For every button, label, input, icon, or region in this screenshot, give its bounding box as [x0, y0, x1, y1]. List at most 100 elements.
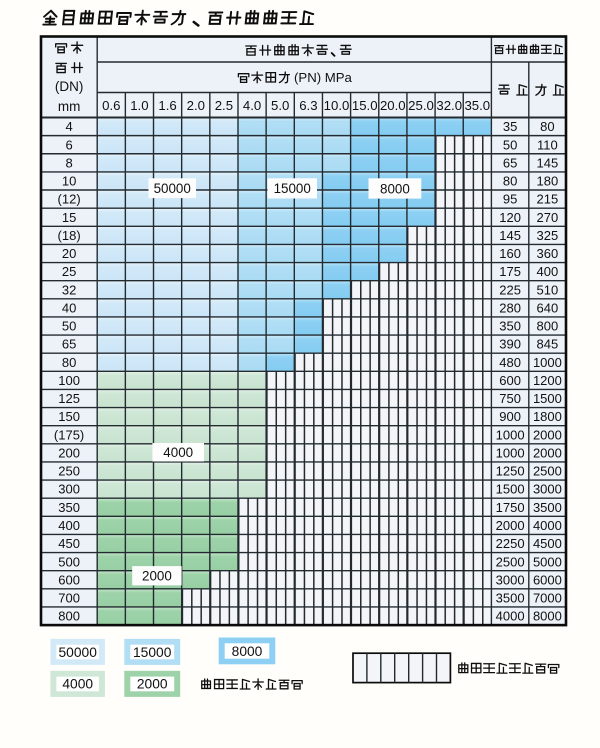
- svg-text:7000: 7000: [533, 591, 562, 606]
- svg-text:50: 50: [503, 137, 517, 152]
- svg-text:80: 80: [540, 119, 554, 134]
- svg-text:2.0: 2.0: [187, 98, 205, 113]
- svg-text:500: 500: [58, 554, 80, 569]
- svg-text:80: 80: [503, 174, 517, 189]
- svg-text:15.0: 15.0: [352, 98, 378, 113]
- svg-text:145: 145: [499, 228, 521, 243]
- svg-text:6: 6: [65, 137, 72, 152]
- svg-text:20.0: 20.0: [380, 98, 406, 113]
- svg-text:800: 800: [537, 319, 559, 334]
- svg-text:3000: 3000: [496, 572, 525, 587]
- svg-text:(PN) MPa: (PN) MPa: [294, 70, 353, 85]
- svg-text:15000: 15000: [274, 181, 311, 196]
- svg-text:8000: 8000: [380, 181, 410, 196]
- svg-text:15000: 15000: [133, 645, 172, 660]
- svg-text:390: 390: [499, 337, 521, 352]
- svg-text:600: 600: [499, 373, 521, 388]
- svg-text:4000: 4000: [163, 445, 193, 460]
- svg-text:3000: 3000: [533, 482, 562, 497]
- svg-text:4000: 4000: [533, 518, 562, 533]
- svg-text:200: 200: [58, 446, 80, 461]
- svg-text:8: 8: [65, 155, 72, 170]
- svg-text:900: 900: [499, 409, 521, 424]
- svg-text:4.0: 4.0: [243, 98, 261, 113]
- svg-text:4000: 4000: [496, 609, 525, 624]
- svg-text:2250: 2250: [496, 536, 525, 551]
- svg-text:4: 4: [65, 119, 72, 134]
- svg-text:160: 160: [499, 246, 521, 261]
- svg-text:10: 10: [62, 174, 76, 189]
- svg-text:100: 100: [58, 373, 80, 388]
- svg-text:1500: 1500: [496, 482, 525, 497]
- svg-text:80: 80: [62, 355, 76, 370]
- svg-text:6.3: 6.3: [299, 98, 317, 113]
- svg-text:2.5: 2.5: [215, 98, 233, 113]
- svg-text:1000: 1000: [496, 446, 525, 461]
- svg-text:32.0: 32.0: [436, 98, 462, 113]
- svg-text:25.0: 25.0: [408, 98, 434, 113]
- svg-text:40: 40: [62, 301, 76, 316]
- svg-text:1000: 1000: [533, 355, 562, 370]
- svg-text:325: 325: [537, 228, 559, 243]
- svg-text:3500: 3500: [496, 591, 525, 606]
- svg-text:5.0: 5.0: [271, 98, 289, 113]
- svg-text:225: 225: [499, 282, 521, 297]
- svg-text:175: 175: [499, 264, 521, 279]
- svg-text:25: 25: [62, 264, 76, 279]
- svg-text:360: 360: [537, 246, 559, 261]
- svg-text:(18): (18): [58, 228, 81, 243]
- svg-text:350: 350: [58, 500, 80, 515]
- svg-text:150: 150: [58, 409, 80, 424]
- svg-text:270: 270: [537, 210, 559, 225]
- svg-text:280: 280: [499, 301, 521, 316]
- svg-text:180: 180: [537, 174, 559, 189]
- svg-text:215: 215: [537, 192, 559, 207]
- svg-text:4000: 4000: [62, 677, 93, 692]
- svg-text:50000: 50000: [59, 645, 98, 660]
- svg-text:65: 65: [62, 337, 76, 352]
- svg-text:510: 510: [537, 282, 559, 297]
- svg-text:8000: 8000: [232, 644, 263, 659]
- svg-text:2000: 2000: [496, 518, 525, 533]
- svg-text:2000: 2000: [137, 677, 168, 692]
- svg-text:5000: 5000: [533, 554, 562, 569]
- svg-text:845: 845: [537, 337, 559, 352]
- svg-text:0.6: 0.6: [102, 98, 120, 113]
- svg-text:3500: 3500: [533, 500, 562, 515]
- svg-text:32: 32: [62, 282, 76, 297]
- svg-text:300: 300: [58, 482, 80, 497]
- svg-text:1250: 1250: [496, 464, 525, 479]
- svg-text:480: 480: [499, 355, 521, 370]
- svg-text:20: 20: [62, 246, 76, 261]
- svg-text:15: 15: [62, 210, 76, 225]
- svg-text:1500: 1500: [533, 391, 562, 406]
- svg-text:1.6: 1.6: [158, 98, 176, 113]
- svg-text:1000: 1000: [496, 427, 525, 442]
- svg-text:35.0: 35.0: [464, 98, 490, 113]
- svg-text:1.0: 1.0: [130, 98, 148, 113]
- svg-text:800: 800: [58, 609, 80, 624]
- svg-text:1800: 1800: [533, 409, 562, 424]
- svg-text:2000: 2000: [533, 427, 562, 442]
- svg-text:110: 110: [537, 137, 558, 152]
- svg-text:6000: 6000: [533, 572, 562, 587]
- svg-text:350: 350: [499, 319, 521, 334]
- svg-text:2000: 2000: [142, 569, 172, 584]
- svg-text:2500: 2500: [496, 554, 525, 569]
- svg-text:35: 35: [503, 119, 517, 134]
- svg-text:750: 750: [499, 391, 521, 406]
- svg-text:(175): (175): [54, 427, 84, 442]
- svg-text:8000: 8000: [533, 609, 562, 624]
- svg-text:1200: 1200: [533, 373, 562, 388]
- svg-text:4500: 4500: [533, 536, 562, 551]
- svg-text:(12): (12): [58, 192, 81, 207]
- svg-text:(DN): (DN): [55, 79, 84, 94]
- svg-text:65: 65: [503, 155, 517, 170]
- svg-text:10.0: 10.0: [324, 98, 350, 113]
- svg-text:50000: 50000: [154, 181, 191, 196]
- svg-text:50: 50: [62, 319, 76, 334]
- svg-text:600: 600: [58, 572, 80, 587]
- svg-text:125: 125: [58, 391, 80, 406]
- svg-text:2000: 2000: [533, 446, 562, 461]
- svg-text:250: 250: [58, 464, 80, 479]
